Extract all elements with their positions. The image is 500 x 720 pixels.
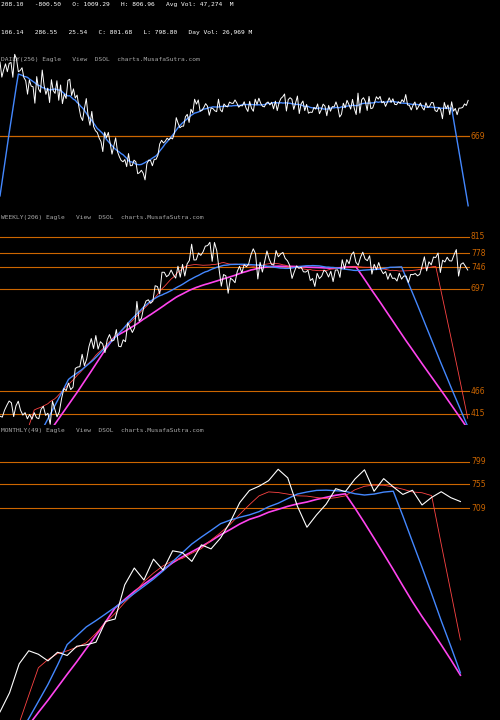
Text: DAILY(256) Eagle   View  DSOL  charts.MusafaSutra.com: DAILY(256) Eagle View DSOL charts.Musafa… [1, 58, 200, 63]
Text: 669: 669 [471, 132, 486, 140]
Text: 106.14   286.55   25.54   C: 801.68   L: 798.80   Day Vol: 26,969 M: 106.14 286.55 25.54 C: 801.68 L: 798.80 … [1, 30, 252, 35]
Text: 697: 697 [471, 284, 486, 294]
Text: WEEKLY(206) Eagle   View  DSOL  charts.MusafaSutra.com: WEEKLY(206) Eagle View DSOL charts.Musaf… [1, 215, 203, 220]
Text: 755: 755 [471, 480, 486, 489]
Text: 466: 466 [471, 387, 486, 396]
Text: MONTHLY(49) Eagle   View  DSOL  charts.MusafaSutra.com: MONTHLY(49) Eagle View DSOL charts.Musaf… [1, 428, 203, 433]
Text: 415: 415 [471, 409, 486, 418]
Text: 746: 746 [471, 263, 486, 271]
Text: 208.10   -800.50   O: 1009.29   H: 806.96   Avg Vol: 47,274  M: 208.10 -800.50 O: 1009.29 H: 806.96 Avg … [1, 2, 234, 7]
Text: 799: 799 [471, 457, 486, 466]
Text: 815: 815 [471, 233, 486, 241]
Text: 709: 709 [471, 504, 486, 513]
Text: 778: 778 [471, 248, 486, 258]
